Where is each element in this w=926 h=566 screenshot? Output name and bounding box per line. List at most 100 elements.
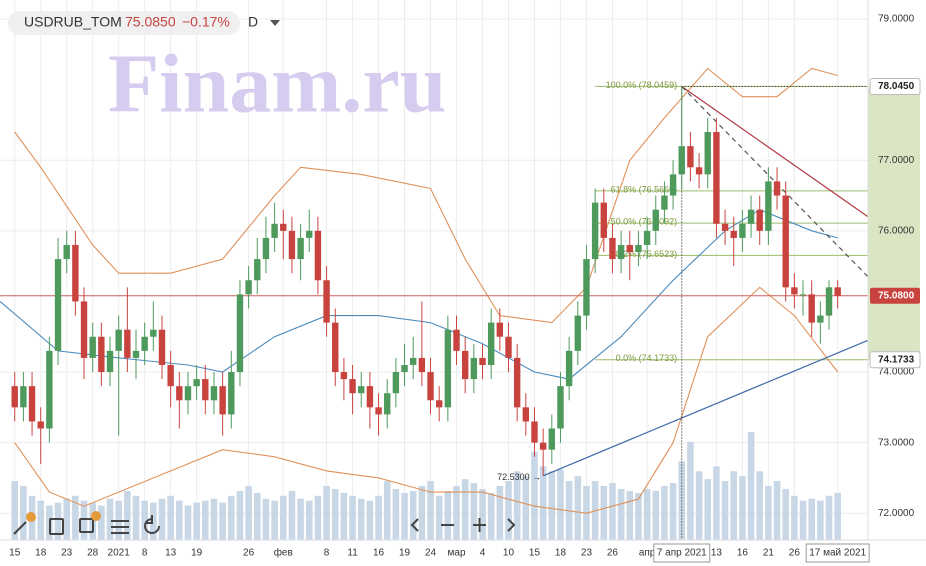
volume-bar [721,481,729,540]
volume-bar [63,498,71,540]
volume-bar [531,451,538,540]
x-tick-label: 15 [9,548,21,559]
x-tick-label: апр [639,548,656,559]
volume-bar [297,498,304,540]
interval[interactable]: D [248,14,258,30]
candle-body [470,357,478,380]
candle-body [782,195,789,288]
y-tick-label: 72.0000 [878,508,915,519]
y-tick-label: 79.0000 [878,14,915,25]
volume-bar [392,488,400,540]
fib-label: 0.0% (74.1733) [616,353,678,363]
candle-body [228,372,235,415]
candle-body [271,223,278,238]
volume-bar [176,500,183,540]
candle-body [548,428,556,450]
volume-bar [617,488,625,540]
badge [91,511,101,521]
volume-bar [643,488,651,540]
candle-body [574,315,582,351]
candle-body [193,379,200,387]
candle-body [280,223,287,231]
volume-bar [479,488,486,540]
candle-body [704,132,711,175]
reset-tool[interactable] [144,515,160,534]
x-tick-label: 11 [347,548,358,559]
candle-body [167,364,174,387]
candle-body [747,209,755,224]
candle-body [37,421,44,429]
watermark: Finam.ru [108,37,446,130]
candle-body [358,386,365,394]
volume-bar [773,481,781,540]
candle-body [565,350,573,387]
volume-bar [695,471,703,540]
volume-bar [184,505,192,540]
volume-bar [288,490,296,540]
change: −0.17% [182,14,230,30]
volume-bar [652,490,660,540]
candle-body [132,350,140,358]
x-tick-label: 19 [191,548,203,559]
interval-dropdown[interactable] [270,20,280,26]
volume-bar [713,466,720,540]
volume-bar [253,492,261,540]
fib-label: 100.0% (78.0459) [606,80,678,90]
add-indicator[interactable] [79,518,94,533]
x-tick-label: 19 [399,548,411,559]
candle-body [392,372,400,394]
volume-bar [193,502,200,540]
candle-body [799,294,807,296]
candle-body [617,244,625,260]
settings-tool[interactable] [111,520,129,534]
volume-bar [357,498,365,540]
candle-body [245,280,252,295]
candle-body [401,364,408,373]
draw-tool[interactable] [13,521,27,535]
volume-bar [150,502,157,540]
x-tick-label: 23 [581,548,593,559]
scroll-left[interactable] [410,518,419,532]
volume-bar [799,500,807,540]
candle-body [314,230,322,281]
annotation: 72.5300 → [497,472,541,482]
y-tick-label: 74.0000 [878,367,915,378]
y-tick-label: 76.0000 [878,225,915,236]
x-tick-label: 16 [737,548,749,559]
x-tick-highlight [653,543,711,563]
candle-body [496,322,504,337]
volume-bar [548,471,556,540]
symbol[interactable]: USDRUB_TOM [24,14,122,30]
toolbar [13,511,516,535]
volume-bar [600,486,608,540]
zoom-in[interactable] [473,518,486,532]
trendline [681,85,869,218]
candle-body [262,237,270,260]
candle-body [808,294,815,323]
volume-bar [487,492,495,540]
volume-bar [11,481,19,540]
volume-bar [98,505,105,540]
volume-bar [539,466,547,540]
volume-bar [791,495,798,540]
volume-bar [219,502,226,540]
x-tick-label: 13 [711,548,723,559]
list-tool[interactable] [49,518,64,535]
candle-body [176,386,183,401]
volume-bar [609,483,616,540]
x-tick-label: мар [448,548,466,559]
volume-bar [409,490,417,540]
x-tick-highlight [805,543,870,563]
candle-body [28,386,36,422]
volume-bar [383,481,391,540]
x-tick-label: 13 [165,548,177,559]
volume-bar [756,471,764,540]
trendline [542,339,869,477]
candle-body [54,259,62,351]
volume-bar [747,432,755,540]
x-tick-label: 8 [142,548,148,559]
candle-body [479,357,486,365]
candle-body [522,407,530,422]
volume-bar [167,495,174,540]
scroll-right[interactable] [507,518,516,532]
